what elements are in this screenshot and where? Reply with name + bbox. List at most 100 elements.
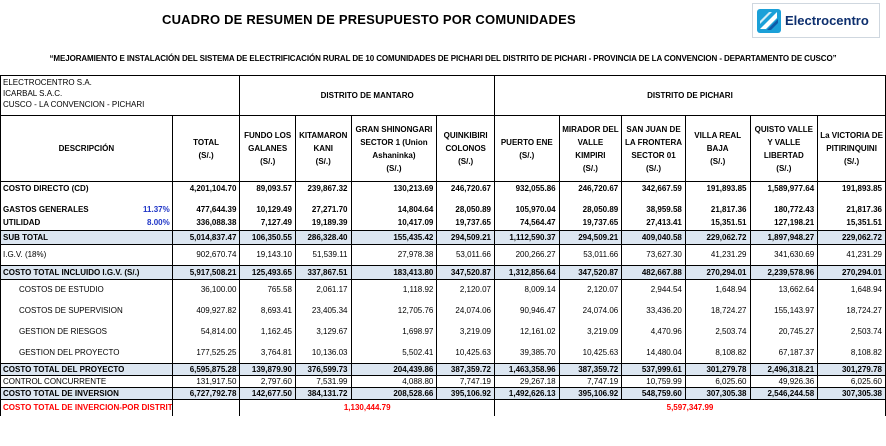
row-label-text: CONTROL CONCURRENTE — [3, 376, 107, 386]
row-community-value: 376,599.73 — [294, 363, 352, 376]
row-community-value: 6,025.60 — [684, 375, 751, 388]
row-community-value: 1,118.92 — [350, 279, 438, 301]
row-community-value: 191,893.85 — [817, 181, 886, 196]
row-community-value: 13,662.64 — [749, 279, 819, 301]
row-community-value: 125,493.65 — [239, 265, 296, 280]
row-community-value: 3,764.81 — [239, 342, 296, 364]
row-community-value: 28,050.89 — [436, 202, 495, 217]
row-community-value: 10,425.63 — [558, 342, 623, 364]
row-community-value: 301,279.78 — [684, 363, 751, 376]
row-community-value: 7,531.99 — [294, 375, 352, 388]
row-community-value: 89,093.57 — [239, 181, 296, 196]
spacer-cell — [350, 195, 438, 203]
row-label-text: COSTO DIRECTO (CD) — [3, 183, 89, 193]
table-row: GESTION DEL PROYECTO 177,525.25 3,764.81 10… — [0, 342, 886, 364]
spacer-cell — [558, 195, 623, 203]
district-header-pichari: DISTRITO DE PICHARI — [493, 75, 886, 116]
row-community-value: 38,959.58 — [621, 202, 686, 217]
row-total: 336,088.38 — [171, 216, 241, 231]
table-row: COSTOS DE ESTUDIO 36,100.00 765.58 2,061.17… — [0, 279, 886, 301]
company-line: ELECTROCENTRO S.A. — [3, 78, 92, 87]
row-community-value: 387,359.72 — [558, 363, 623, 376]
table-row: UTILIDAD 8.00% 336,088.38 7,127.49 19,189.39… — [0, 216, 886, 231]
row-community-value: 7,127.49 — [239, 216, 296, 231]
row-community-value: 8,108.82 — [817, 342, 886, 364]
row-label-text: UTILIDAD — [3, 218, 41, 228]
row-community-value: 8,009.14 — [493, 279, 560, 301]
row-community-value: 2,120.07 — [558, 279, 623, 301]
table-row: CONTROL CONCURRENTE 131,917.50 2,797.60 7,5… — [0, 375, 886, 388]
district-header-mantaro: DISTRITO DE MANTARO — [239, 75, 495, 116]
project-subtitle: “MEJORAMIENTO E INSTALACIÓN DEL SISTEMA … — [49, 54, 837, 63]
row-community-value: 130,213.69 — [350, 181, 438, 196]
row-total: 54,814.00 — [171, 321, 241, 343]
row-community-value: 53,011.66 — [436, 244, 495, 266]
electrocentro-logo-icon — [757, 8, 781, 33]
row-community-value: 28,050.89 — [558, 202, 623, 217]
row-community-value: 15,351.51 — [684, 216, 751, 231]
company-line: ICARBAL S.A.C. — [3, 89, 63, 98]
row-community-value: 286,328.40 — [294, 230, 352, 245]
column-header-community: PUERTO ENE (S/.) — [493, 115, 560, 182]
row-total: 477,644.39 — [171, 202, 241, 217]
column-header-descripcion: DESCRIPCIÓN — [0, 115, 173, 182]
row-community-value: 1,112,590.37 — [493, 230, 560, 245]
district-total-mantaro: 1,130,444.79 — [239, 399, 495, 416]
row-community-value: 14,804.64 — [350, 202, 438, 217]
spacer-cell — [294, 195, 352, 203]
row-label-text: COSTOS DE ESTUDIO — [19, 285, 104, 295]
row-community-value: 155,143.97 — [749, 300, 819, 322]
row-community-value: 395,106.92 — [436, 387, 495, 400]
row-community-value: 90,946.47 — [493, 300, 560, 322]
row-community-value: 387,359.72 — [436, 363, 495, 376]
row-total: 4,201,104.70 — [171, 181, 241, 196]
row-community-value: 7,747.19 — [558, 375, 623, 388]
row-community-value: 307,305.38 — [817, 387, 886, 400]
row-total: 131,917.50 — [171, 375, 241, 388]
row-community-value: 20,745.27 — [749, 321, 819, 343]
table-row: SUB TOTAL 5,014,837.47 106,350.55 286,328.4… — [0, 230, 886, 245]
spacer-cell — [493, 195, 560, 203]
spacer-cell — [749, 195, 819, 203]
row-community-value: 307,305.38 — [684, 387, 751, 400]
row-community-value: 765.58 — [239, 279, 296, 301]
row-community-value: 73,627.30 — [621, 244, 686, 266]
row-total: 6,727,792.78 — [171, 387, 241, 400]
row-label: COSTO TOTAL DE INVERSION — [0, 387, 173, 400]
row-community-value: 1,162.45 — [239, 321, 296, 343]
row-percentage: 11.37% — [143, 204, 170, 214]
row-community-value: 294,509.21 — [558, 230, 623, 245]
row-community-value: 347,520.87 — [558, 265, 623, 280]
row-community-value: 301,279.78 — [817, 363, 886, 376]
row-label-text: COSTO TOTAL DE INVERSION — [3, 388, 119, 398]
spacer-cell — [171, 195, 241, 203]
row-community-value: 1,463,358.96 — [493, 363, 560, 376]
spacer-cell — [817, 195, 886, 203]
row-total: 409,927.82 — [171, 300, 241, 322]
row-total: 6,595,875.28 — [171, 363, 241, 376]
row-community-value: 23,405.34 — [294, 300, 352, 322]
row-label: COSTOS DE ESTUDIO — [0, 279, 173, 301]
company-info: ELECTROCENTRO S.A. ICARBAL S.A.C. CUSCO … — [0, 75, 241, 116]
row-community-value: 1,897,948.27 — [749, 230, 819, 245]
row-community-value: 53,011.66 — [558, 244, 623, 266]
brand-name: Electrocentro — [785, 13, 869, 28]
row-total: 5,014,837.47 — [171, 230, 241, 245]
row-label: GESTION DEL PROYECTO — [0, 342, 173, 364]
row-label-text: COSTO TOTAL DEL PROYECTO — [3, 364, 125, 374]
row-label: COSTO TOTAL DEL PROYECTO — [0, 363, 173, 376]
table-row: I.G.V. (18%) 902,670.74 19,143.10 51,539.11… — [0, 244, 886, 266]
column-header-community: QUISTO VALLE Y VALLE LIBERTAD (S/.) — [749, 115, 819, 182]
row-label-text: I.G.V. (18%) — [3, 250, 47, 259]
table-row: COSTO DIRECTO (CD) 4,201,104.70 89,093.57 2… — [0, 181, 886, 196]
row-community-value: 548,759.60 — [621, 387, 686, 400]
table-row: COSTOS DE SUPERVISION 409,927.82 8,693.41 2… — [0, 300, 886, 322]
column-header-community: QUINKIBIRI COLONOS (S/.) — [436, 115, 495, 182]
district-total-pichari: 5,597,347.99 — [493, 399, 886, 416]
row-community-value: 191,893.85 — [684, 181, 751, 196]
spacer-cell — [239, 195, 296, 203]
district-total-row: COSTO TOTAL DE INVERCION-POR DISTRITO 1,… — [0, 399, 886, 416]
district-total-label: COSTO TOTAL DE INVERCION-POR DISTRITO — [0, 399, 173, 416]
row-label: COSTO DIRECTO (CD) — [0, 181, 173, 196]
row-community-value: 8,693.41 — [239, 300, 296, 322]
